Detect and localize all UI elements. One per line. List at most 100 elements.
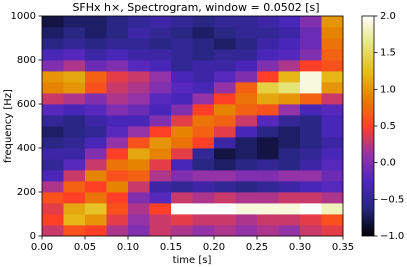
heatmap-cell	[235, 82, 258, 94]
heatmap-cell	[257, 27, 279, 39]
heatmap-cell	[278, 38, 301, 50]
heatmap-cell	[278, 148, 301, 160]
heatmap-cell	[192, 181, 215, 193]
heatmap-cell	[85, 214, 107, 226]
y-tick-label: 600	[17, 99, 36, 110]
heatmap-cell	[106, 16, 129, 28]
heatmap-cell	[171, 49, 193, 61]
heatmap-cell	[257, 60, 279, 72]
heatmap-cell	[214, 27, 236, 39]
heatmap-cell	[278, 214, 301, 226]
heatmap-cell	[214, 214, 236, 226]
heatmap-cell	[149, 49, 172, 61]
heatmap-cell	[171, 225, 193, 237]
heatmap-cell	[214, 60, 236, 72]
heatmap-cell	[235, 104, 258, 116]
heatmap-cell	[321, 148, 344, 160]
heatmap-cell	[235, 170, 258, 182]
heatmap-cell	[85, 27, 107, 39]
heatmap-cell	[214, 71, 236, 83]
heatmap-cell	[300, 225, 322, 237]
heatmap-cell	[63, 203, 86, 215]
heatmap-cell	[63, 49, 86, 61]
heatmap-cell	[128, 148, 150, 160]
heatmap-cell	[106, 192, 129, 204]
heatmap-cell	[192, 159, 215, 171]
heatmap-cell	[149, 137, 172, 149]
heatmap-cell	[149, 192, 172, 204]
heatmap-cell	[85, 137, 107, 149]
heatmap-cell	[63, 60, 86, 72]
heatmap-cell	[149, 181, 172, 193]
heatmap-cell	[85, 126, 107, 138]
heatmap-cell	[278, 49, 301, 61]
x-tick-label: 0.05	[74, 242, 96, 253]
heatmap-cell	[128, 60, 150, 72]
heatmap-cell	[278, 192, 301, 204]
heatmap-cell	[85, 148, 107, 160]
heatmap-cell	[278, 71, 301, 83]
heatmap-cell	[42, 181, 64, 193]
x-tick-label: 0.25	[246, 242, 268, 253]
heatmap-cell	[63, 192, 86, 204]
heatmap-cell	[321, 225, 344, 237]
heatmap-cell	[257, 82, 279, 94]
x-tick-label: 0.10	[117, 242, 139, 253]
heatmap-cell	[235, 137, 258, 149]
heatmap-cell	[149, 104, 172, 116]
heatmap-cell	[192, 192, 215, 204]
x-tick-label: 0.35	[332, 242, 354, 253]
heatmap-cell	[85, 159, 107, 171]
heatmap-cell	[128, 225, 150, 237]
heatmap-cell	[149, 38, 172, 50]
heatmap-cell	[128, 214, 150, 226]
heatmap-cell	[42, 60, 64, 72]
heatmap-cell	[214, 38, 236, 50]
heatmap-cell	[149, 170, 172, 182]
colorbar-tick-label: 0.5	[380, 121, 396, 132]
heatmap-cell	[106, 38, 129, 50]
heatmap-cell	[42, 148, 64, 160]
heatmap-cell	[257, 126, 279, 138]
heatmap-cell	[192, 126, 215, 138]
heatmap-cell	[235, 71, 258, 83]
heatmap-cell	[192, 93, 215, 105]
heatmap-cell	[257, 225, 279, 237]
heatmap-cell	[235, 126, 258, 138]
heatmap-cell	[214, 115, 236, 127]
heatmap-cell	[214, 148, 236, 160]
y-tick-label: 200	[17, 187, 36, 198]
heatmap-cell	[192, 148, 215, 160]
heatmap-cell	[171, 170, 193, 182]
heatmap-cell	[214, 104, 236, 116]
heatmap-cell	[321, 203, 344, 215]
heatmap-cell	[257, 203, 279, 215]
heatmap-cell	[278, 93, 301, 105]
heatmap-cell	[42, 192, 64, 204]
heatmap-cell	[300, 27, 322, 39]
heatmap-cell	[257, 115, 279, 127]
heatmap-cell	[192, 82, 215, 94]
heatmap-cell	[192, 225, 215, 237]
heatmap-cell	[321, 82, 344, 94]
heatmap-cell	[85, 82, 107, 94]
heatmap-cell	[235, 16, 258, 28]
heatmap-cell	[278, 16, 301, 28]
heatmap-cell	[192, 16, 215, 28]
heatmap-cell	[42, 225, 64, 237]
heatmap-cell	[128, 181, 150, 193]
heatmap-cell	[149, 71, 172, 83]
heatmap-cell	[192, 115, 215, 127]
heatmap-cell	[171, 214, 193, 226]
heatmap-cell	[42, 159, 64, 171]
heatmap-cell	[42, 115, 64, 127]
heatmap-cell	[278, 126, 301, 138]
plot-frame	[41, 15, 344, 237]
heatmap-cell	[192, 49, 215, 61]
heatmap-cell	[235, 225, 258, 237]
heatmap-cell	[321, 104, 344, 116]
heatmap-cell	[321, 16, 344, 28]
heatmap-cell	[63, 16, 86, 28]
heatmap-cell	[128, 203, 150, 215]
heatmap-cell	[171, 192, 193, 204]
